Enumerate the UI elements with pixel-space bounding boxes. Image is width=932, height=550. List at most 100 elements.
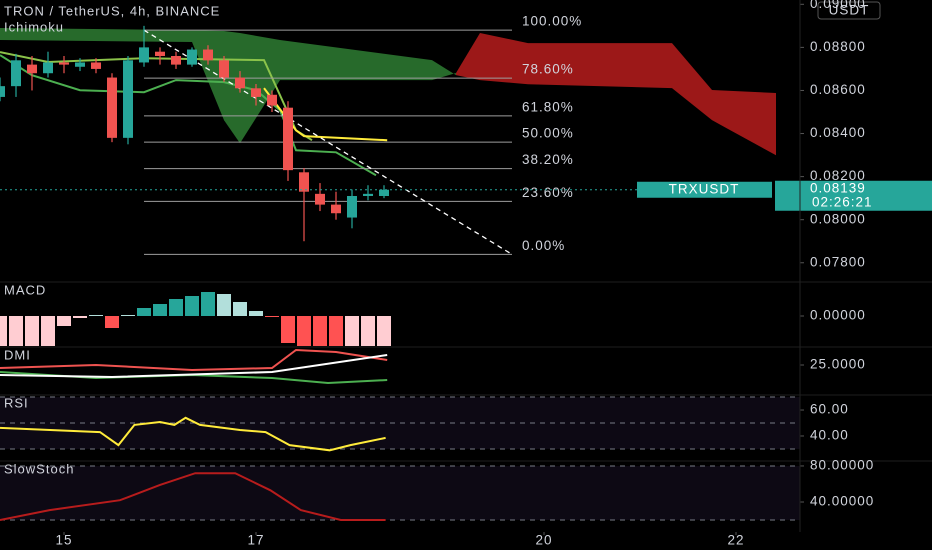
pane-title: MACD — [4, 282, 46, 297]
ichimoku-cloud — [672, 43, 712, 121]
candle-body — [379, 189, 389, 196]
candle-body — [155, 51, 165, 56]
y-tick-label: 0.07800 — [810, 254, 866, 269]
candle-body — [219, 60, 229, 78]
ichimoku-line — [263, 87, 388, 142]
y-tick-label: 0.08000 — [810, 211, 866, 226]
fib-label: 38.20% — [522, 152, 574, 167]
chart-subtitle: Ichimoku — [4, 19, 64, 34]
candle-body — [251, 88, 261, 97]
candle-body — [139, 47, 149, 63]
histogram-bar — [0, 316, 7, 346]
y-tick-label: 0.09000 — [810, 0, 866, 11]
y-tick-label: 25.0000 — [810, 357, 866, 372]
y-tick-label: 60.00 — [810, 402, 849, 417]
candle-body — [107, 77, 117, 138]
x-tick-label: 20 — [535, 533, 552, 548]
histogram-bar — [297, 316, 311, 346]
candle-body — [203, 49, 213, 61]
y-tick-label: 40.00000 — [810, 494, 874, 509]
histogram-bar — [345, 316, 359, 346]
candle-body — [91, 62, 101, 69]
candle-body — [123, 60, 133, 138]
histogram-bar — [57, 316, 71, 326]
pane-title: SlowStoch — [4, 461, 74, 476]
y-tick-label: 0.08200 — [810, 168, 866, 183]
histogram-bar — [41, 316, 55, 346]
countdown: 02:26:21 — [812, 194, 873, 209]
candle-body — [267, 94, 277, 106]
ichimoku-cloud — [480, 32, 528, 85]
chart-title: TRON / TetherUS, 4h, BINANCE — [4, 3, 220, 18]
histogram-bar — [89, 315, 103, 316]
histogram-bar — [329, 316, 343, 346]
fib-label: 23.60% — [522, 185, 574, 200]
price-label: 0.08139 — [810, 180, 866, 195]
candle-body — [235, 77, 245, 89]
fib-label: 50.00% — [522, 126, 574, 141]
indicator-band — [0, 465, 800, 521]
candle-body — [11, 60, 21, 87]
y-tick-label: 40.00 — [810, 428, 849, 443]
fib-label: 0.00% — [522, 238, 565, 253]
x-tick-label: 17 — [247, 533, 264, 548]
candle-body — [0, 86, 5, 97]
x-tick-label: 22 — [727, 533, 744, 548]
candle-body — [283, 107, 293, 171]
y-tick-label: 0.00000 — [810, 308, 866, 323]
y-tick-label: 0.08600 — [810, 82, 866, 97]
ichimoku-cloud — [456, 32, 480, 81]
histogram-bar — [281, 316, 295, 343]
ichimoku-line — [0, 54, 377, 177]
histogram-bar — [217, 294, 231, 316]
candle-body — [347, 196, 357, 218]
fib-label: 61.80% — [522, 99, 574, 114]
histogram-bar — [265, 316, 279, 317]
candle-body — [187, 49, 197, 65]
x-tick-label: 15 — [55, 533, 72, 548]
ichimoku-cloud — [432, 60, 456, 81]
histogram-bar — [121, 315, 135, 316]
candle-body — [171, 56, 181, 65]
histogram-bar — [313, 316, 327, 346]
pane-title: DMI — [4, 347, 31, 362]
indicator-line — [0, 416, 386, 452]
y-tick-label: 0.08400 — [810, 125, 866, 140]
candle-body — [43, 62, 53, 74]
candle-body — [363, 193, 373, 196]
histogram-bar — [185, 296, 199, 316]
ichimoku-cloud — [192, 30, 224, 121]
histogram-bar — [25, 316, 39, 346]
indicator-line — [0, 354, 388, 379]
histogram-bar — [377, 316, 391, 346]
histogram-bar — [201, 292, 215, 316]
histogram-bar — [153, 304, 167, 316]
histogram-bar — [233, 302, 247, 316]
pane-title: RSI — [4, 395, 29, 410]
candle-body — [59, 62, 69, 65]
currency-button[interactable] — [817, 1, 881, 20]
fib-label: 78.60% — [522, 62, 574, 77]
y-tick-label: 80.00000 — [810, 458, 874, 473]
histogram-bar — [137, 308, 151, 316]
histogram-bar — [105, 316, 119, 328]
ichimoku-cloud — [712, 90, 776, 156]
candle-body — [315, 193, 325, 205]
price-label-box — [775, 180, 932, 211]
candle-body — [27, 64, 37, 74]
histogram-bar — [169, 299, 183, 316]
candle-body — [299, 172, 309, 192]
candle-body — [75, 62, 85, 67]
histogram-bar — [9, 316, 23, 346]
fib-label: 100.00% — [522, 14, 582, 29]
ichimoku-cloud — [528, 43, 672, 89]
histogram-bar — [249, 311, 263, 316]
indicator-line — [0, 472, 386, 521]
y-tick-label: 0.08800 — [810, 39, 866, 54]
histogram-bar — [361, 316, 375, 346]
candle-body — [331, 204, 341, 214]
currency-label[interactable]: USDT — [829, 3, 870, 18]
histogram-bar — [73, 316, 87, 318]
